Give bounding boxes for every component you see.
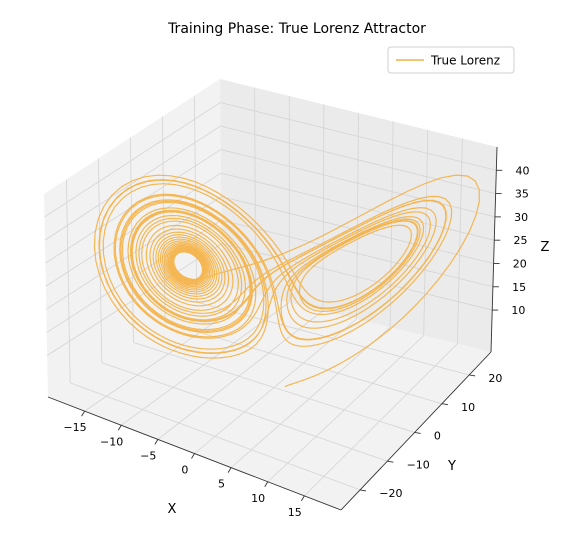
grid-z-back (220, 125, 496, 194)
x-tick-label: 15 (288, 506, 302, 519)
x-tick-label: −10 (100, 435, 123, 448)
z-tick-label: 10 (511, 304, 525, 317)
grid-x-back (322, 104, 325, 311)
y-tick-label: 0 (434, 430, 441, 443)
grid-x-floor (304, 343, 458, 497)
grid-z-back (220, 149, 496, 218)
grid-x-back (389, 121, 394, 328)
y-tick-label-mark (414, 431, 421, 434)
grid-y-floor (70, 382, 361, 491)
grid-x-back (456, 138, 463, 344)
grid-y-back (66, 179, 71, 383)
grid-x-floor (230, 326, 391, 468)
grid-x-back (356, 112, 359, 320)
grid-y-back (194, 95, 198, 303)
x-tick-label-mark (227, 467, 232, 473)
z-tick-label: 35 (515, 188, 529, 201)
legend-box (387, 46, 515, 74)
x-tick-label: 10 (251, 492, 265, 505)
y-tick-labels: −20 −10 0 10 20 (360, 372, 502, 500)
y-tick-label-mark (441, 403, 448, 406)
grid-x-floor (157, 310, 324, 440)
z-tick-labels: 10 15 20 25 30 35 40 (492, 164, 530, 317)
x-tick-label: 0 (181, 464, 188, 477)
z-tick-label: 25 (513, 234, 527, 247)
x-tick-labels: −15 −10 −5 0 5 10 15 (63, 410, 305, 519)
lorenz-trajectory (93, 174, 480, 388)
x-tick-label-mark (300, 495, 305, 502)
z-tick-label: 30 (514, 211, 528, 224)
x-tick-label-mark (154, 439, 159, 445)
pane-floor (48, 286, 491, 510)
z-tick-label: 20 (513, 257, 527, 270)
x-tick-label: −5 (140, 449, 156, 462)
grid-z-back (221, 243, 493, 311)
grid-y-floor (133, 342, 415, 433)
z-axis-label: Z (541, 240, 550, 255)
y-tick-label-mark (360, 489, 367, 492)
grid-z-left (44, 102, 221, 218)
grid-z-back (220, 102, 497, 171)
grid-x-floor (121, 302, 290, 426)
grid-y-floor (164, 321, 443, 405)
y-tick-label: −10 (407, 458, 430, 471)
chart-title: Training Phase: True Lorenz Attractor (167, 21, 426, 37)
z-axis-line (490, 146, 498, 353)
x-tick-label-mark (264, 481, 269, 487)
y-tick-label: 10 (461, 401, 475, 414)
x-tick-label-mark (117, 425, 122, 431)
y-tick-label-mark (387, 460, 394, 463)
x-tick-label: 5 (218, 478, 225, 491)
grid-x-floor (267, 335, 425, 483)
legend: True Lorenz (387, 46, 515, 74)
y-tick-label: −20 (379, 487, 402, 500)
x-tick-label-mark (81, 410, 86, 417)
grid-y-floor (101, 362, 388, 462)
legend-entry: True Lorenz (430, 54, 500, 68)
y-tick-label-mark (469, 374, 476, 377)
grid-z-back (221, 219, 494, 288)
x-axis-label: X (168, 502, 177, 517)
x-tick-label: −15 (63, 421, 86, 434)
x-tick-label-mark (191, 453, 195, 459)
grid-z-left (44, 125, 221, 241)
y-tick-label: 20 (488, 372, 502, 385)
y-axis-label: Y (447, 459, 456, 474)
series-line-true-lorenz (93, 174, 480, 388)
z-tick-label: 15 (512, 281, 526, 294)
z-tick-label: 40 (516, 164, 530, 177)
y-axis-line (340, 351, 492, 511)
grid-x-back (423, 129, 429, 336)
